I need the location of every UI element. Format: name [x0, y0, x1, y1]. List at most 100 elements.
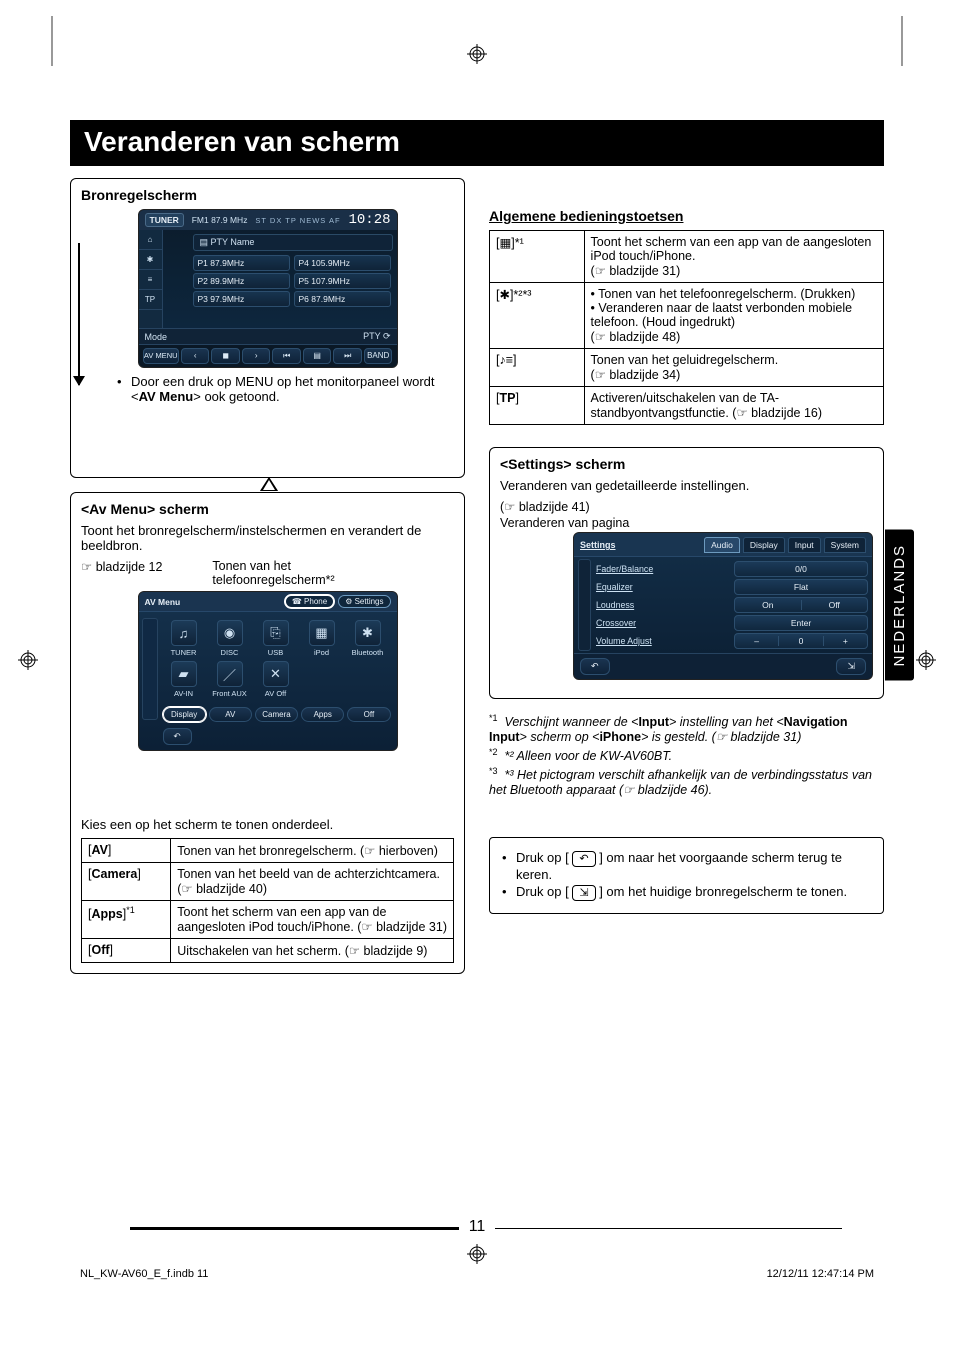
settings-tab-system: System: [824, 537, 866, 553]
tuner-pty-button: PTY ⟳: [363, 331, 390, 342]
settings-tab-display: Display: [743, 537, 785, 553]
tuner-clock: 10:28: [348, 212, 390, 228]
settings-screen-mock: Settings Audio Display Input System Fade…: [573, 532, 873, 680]
tuner-stop: ◼: [211, 348, 240, 364]
back-arrow-icon: ↶: [572, 851, 595, 867]
settings-sub: Veranderen van gedetailleerde instelling…: [500, 478, 873, 493]
apps-icon-cell: [▦]*¹: [490, 231, 585, 283]
avmenu-phone-caption-2: telefoonregelscherm*²: [212, 573, 334, 587]
flow-arrow-down: [78, 243, 80, 385]
avmenu-back-button: ↶: [163, 728, 192, 745]
page-rule-left: [130, 1227, 459, 1230]
table-row: [♪≡] Tonen van het geluidregelscherm. (☞…: [490, 349, 884, 387]
notes-item-source: Druk op [ ⇲ ] om het huidige bronregelsc…: [502, 884, 871, 901]
kies-table: [AV] Tonen van het bronregelscherm. (☞ h…: [81, 838, 454, 963]
tuner-seek-next: ⏭: [333, 348, 362, 364]
tuner-sidebar: ⌂ ✱ ≡ TP: [139, 230, 163, 328]
tuner-flags: ST DX TP NEWS AF: [255, 216, 340, 225]
bron-note: Door een druk op MENU op het monitorpane…: [117, 374, 454, 404]
bt-icon-cell: [✱]*²*³: [490, 283, 585, 349]
page-number: 11: [469, 1218, 486, 1236]
registration-mark-top: [467, 44, 487, 64]
preset-4: P4 105.9MHz: [294, 255, 391, 271]
table-row: [Off] Uitschakelen van het scherm. (☞ bl…: [82, 939, 454, 963]
avmenu-phone-pill: ☎ Phone: [285, 595, 334, 608]
tuner-bottom-bar: AV MENU ‹ ◼ › ⏮ ▤ ⏭ BAND: [139, 344, 397, 367]
tuner-next-page: ›: [242, 348, 271, 364]
avmenu-strip-av: AV: [209, 707, 252, 722]
footnote-3: *3 *³ Het pictogram verschilt afhankelij…: [489, 766, 884, 797]
settings-row-eq: Equalizer: [596, 582, 728, 592]
page-title: Veranderen van scherm: [70, 120, 884, 166]
settings-tab-audio: Audio: [704, 537, 740, 553]
table-row: [✱]*²*³ • Tonen van het telefoonregelsch…: [490, 283, 884, 349]
avmenu-phone-caption-1: Tonen van het: [212, 559, 291, 573]
algemene-heading: Algemene bedieningstoetsen: [489, 208, 884, 224]
registration-mark-left: [18, 650, 38, 670]
registration-mark-bottom: [467, 1244, 487, 1264]
avmenu-cell-usb: ⎘USB: [255, 620, 297, 657]
preset-3: P3 97.9MHz: [193, 291, 290, 307]
footnote-1: *1 Verschijnt wanneer de <Input> instell…: [489, 713, 884, 744]
settings-ref: (☞ bladzijde 41): [500, 499, 873, 514]
avmenu-page-ref: bladzijde 12: [81, 559, 162, 574]
kies-caption: Kies een op het scherm te tonen onderdee…: [81, 817, 454, 832]
print-footer-left: NL_KW-AV60_E_f.indb 11: [80, 1268, 208, 1280]
crop-mark-tr: [892, 16, 912, 66]
tuner-screen-mock: TUNER FM1 87.9 MHz ST DX TP NEWS AF 10:2…: [138, 209, 398, 368]
print-footer-right: 12/12/11 12:47:14 PM: [767, 1268, 874, 1280]
settings-title: Settings: [580, 540, 616, 550]
avmenu-strip-display: Display: [163, 707, 206, 722]
crop-mark-tl: [42, 16, 62, 66]
page-rule-right: [495, 1228, 842, 1230]
preset-2: P2 89.9MHz: [193, 273, 290, 289]
avmenu-strip-apps: Apps: [301, 707, 344, 722]
tuner-list: ▤: [303, 348, 332, 364]
preset-1: P1 87.9MHz: [193, 255, 290, 271]
settings-back-button: ↶: [580, 658, 610, 675]
settings-row-fader: Fader/Balance: [596, 564, 728, 574]
table-row: [▦]*¹ Toont het scherm van een app van d…: [490, 231, 884, 283]
tuner-badge: TUNER: [145, 213, 184, 227]
registration-mark-right: [916, 650, 936, 670]
avmenu-strip-camera: Camera: [255, 707, 298, 722]
footnotes: *1 Verschijnt wanneer de <Input> instell…: [489, 713, 884, 797]
avmenu-heading: <Av Menu> scherm: [81, 501, 454, 517]
tuner-seek-prev: ⏮: [272, 348, 301, 364]
settings-src-button: ⇲: [836, 658, 866, 675]
avmenu-cell-disc: ◉DISC: [209, 620, 251, 657]
avmenu-cell-avin: ▰AV-IN: [163, 661, 205, 698]
algemene-table: [▦]*¹ Toont het scherm van een app van d…: [489, 230, 884, 425]
preset-6: P6 87.9MHz: [294, 291, 391, 307]
tp-icon: TP: [139, 290, 162, 310]
tuner-avmenu-button: AV MENU: [143, 348, 179, 364]
avmenu-strip-off: Off: [347, 707, 390, 722]
tuner-prev-page: ‹: [181, 348, 210, 364]
footnote-2: *2 *² Alleen voor de KW-AV60BT.: [489, 747, 884, 763]
tuner-band: BAND: [364, 348, 393, 364]
tuner-presets: P1 87.9MHz P4 105.9MHz P2 89.9MHz P5 107…: [191, 253, 397, 310]
home-icon: ⌂: [139, 230, 162, 250]
avmenu-cell-frontaux: ／Front AUX: [209, 661, 251, 698]
sound-icon-cell: [♪≡]: [490, 349, 585, 387]
up-arrow-icon: [260, 477, 278, 491]
eq-icon: ≡: [139, 270, 162, 290]
table-row: [Apps]*1 Toont het scherm van een app va…: [82, 901, 454, 939]
avmenu-cell-bt: ✱Bluetooth: [347, 620, 389, 657]
language-side-tab: NEDERLANDS: [885, 530, 914, 681]
notes-item-back: Druk op [ ↶ ] om naar het voorgaande sch…: [502, 850, 871, 882]
table-row: [Camera] Tonen van het beeld van de acht…: [82, 863, 454, 901]
tuner-mode-label: Mode: [145, 332, 168, 342]
tuner-pty: ▤ PTY Name: [193, 234, 393, 251]
bt-icon: ✱: [139, 250, 162, 270]
avmenu-title: AV Menu: [145, 597, 181, 607]
bron-heading: Bronregelscherm: [81, 187, 454, 203]
table-row: [TP] Activeren/uitschakelen van de TA-st…: [490, 387, 884, 425]
avmenu-settings-pill: ⚙ Settings: [338, 595, 390, 608]
avmenu-cell-tuner: ♫TUNER: [163, 620, 205, 657]
avmenu-sub: Toont het bronregelscherm/instelschermen…: [81, 523, 454, 553]
tuner-band-freq: FM1 87.9 MHz: [192, 215, 248, 225]
settings-caption: Veranderen van pagina: [500, 516, 873, 530]
navigation-notes-box: Druk op [ ↶ ] om naar het voorgaande sch…: [489, 837, 884, 913]
preset-5: P5 107.9MHz: [294, 273, 391, 289]
